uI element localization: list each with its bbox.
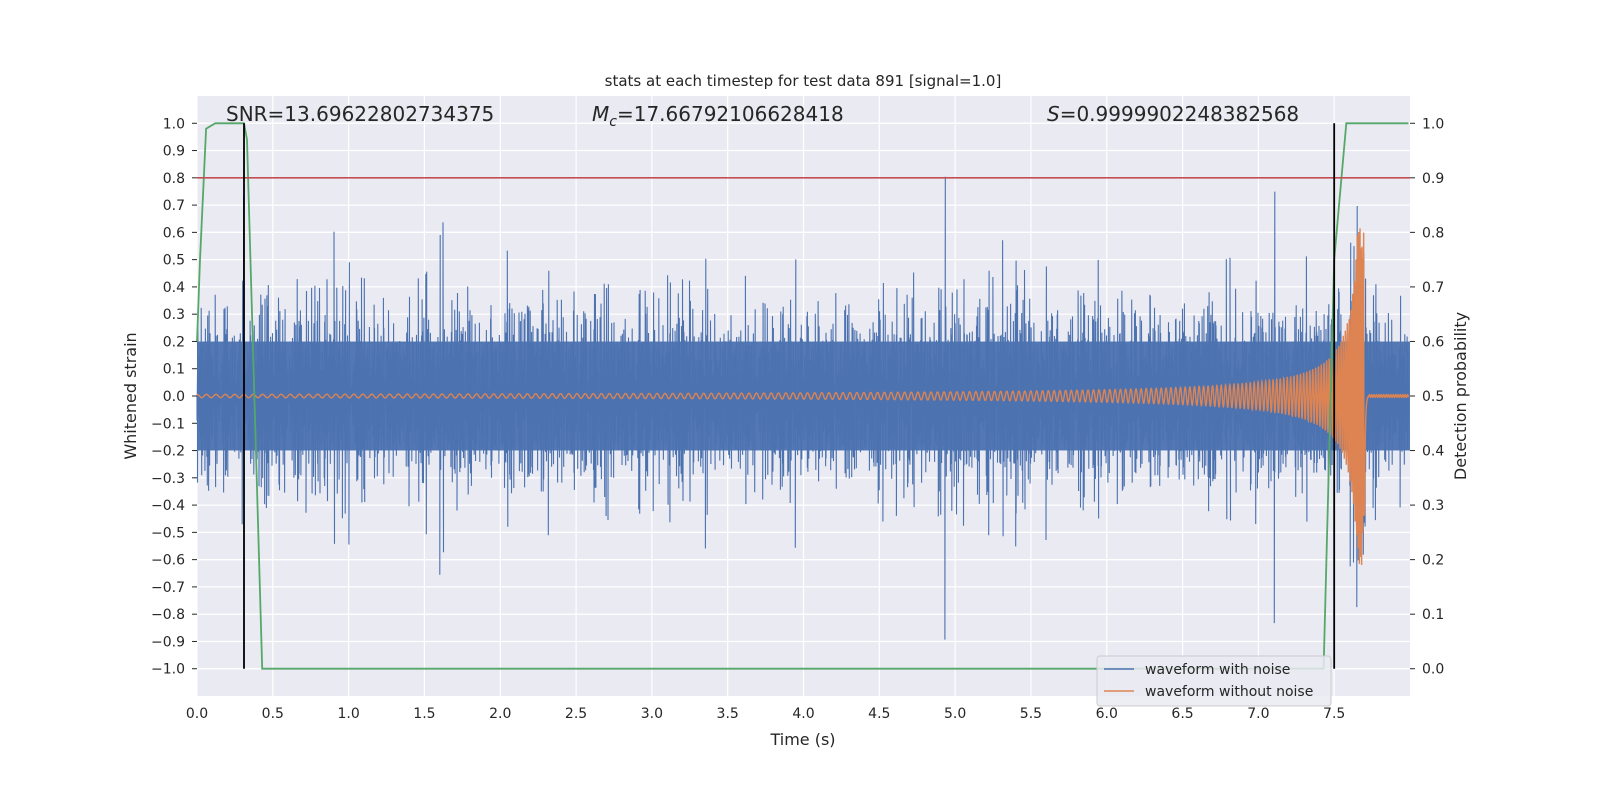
x-tick-label: 2.0	[489, 706, 511, 722]
legend-label-noise: waveform with noise	[1145, 662, 1290, 678]
y2-tick-label: 0.0	[1422, 662, 1444, 678]
y2-tick-label: 0.5	[1422, 389, 1444, 405]
x-tick-label: 1.5	[413, 706, 435, 722]
chirp-mass-subscript: c	[609, 114, 617, 130]
x-tick-label: 6.0	[1096, 706, 1118, 722]
chirp-mass-value: =17.66792106628418	[617, 102, 844, 126]
overlay-lines	[197, 123, 1410, 669]
y-tick-label: −0.7	[151, 580, 185, 596]
y-tick-label: −0.1	[151, 416, 185, 432]
series-waveform-with-noise	[196, 176, 1410, 640]
y2-tick-label: 0.2	[1422, 553, 1444, 569]
y2-tick-label: 0.8	[1422, 225, 1444, 241]
y-tick-label: 0.6	[163, 225, 185, 241]
x-tick-label: 1.0	[337, 706, 359, 722]
chirp-mass-annotation: Mc=17.66792106628418	[592, 102, 844, 130]
y2-tick-label: 0.9	[1422, 171, 1444, 187]
y-tick-label: 0.3	[163, 307, 185, 323]
noise-line	[196, 176, 1410, 640]
y-tick-label: 0.7	[163, 198, 185, 214]
chirp-mass-symbol: M	[592, 102, 609, 126]
y-tick-label: −0.4	[151, 498, 185, 514]
y-tick-label: 0.5	[163, 253, 185, 269]
y2-tick-label: 0.3	[1422, 498, 1444, 514]
score-annotation: S=0.9999902248382568	[1047, 102, 1299, 126]
legend: waveform with noise waveform without noi…	[1096, 655, 1332, 707]
y-tick-label: −0.6	[151, 553, 185, 569]
x-tick-label: 3.5	[717, 706, 739, 722]
y2-tick-label: 0.6	[1422, 334, 1444, 350]
x-tick-label: 4.0	[792, 706, 814, 722]
axis-ticks: 0.0 0.5 1.0 1.5 2.0 2.5 3.0 3.5 4.0 4.5 5.0 5.5 6.0 6…	[151, 116, 1444, 722]
y-tick-label: −0.8	[151, 607, 185, 623]
series-waveform-without-noise	[196, 228, 1410, 565]
y-tick-label: −0.2	[151, 444, 185, 460]
x-tick-label: 0.5	[262, 706, 284, 722]
y-tick-label: 0.8	[163, 171, 185, 187]
clean-waveform-line	[196, 228, 1410, 565]
y-tick-label: 1.0	[163, 116, 185, 132]
y-axis-label: Whitened strain	[121, 332, 140, 459]
series-detection-probability	[196, 122, 1409, 670]
y-tick-label: 0.0	[163, 389, 185, 405]
chart-title: stats at each timestep for test data 891…	[605, 72, 1002, 90]
y-tick-label: 0.9	[163, 144, 185, 160]
y-tick-label: −0.9	[151, 634, 185, 650]
y2-tick-label: 1.0	[1422, 116, 1444, 132]
x-tick-label: 2.5	[565, 706, 587, 722]
x-tick-label: 5.0	[944, 706, 966, 722]
y-tick-label: 0.1	[163, 362, 185, 378]
x-axis-label: Time (s)	[769, 730, 835, 749]
x-tick-label: 7.0	[1247, 706, 1269, 722]
x-tick-label: 5.5	[1020, 706, 1042, 722]
y-tick-label: −1.0	[151, 662, 185, 678]
x-tick-label: 7.5	[1323, 706, 1345, 722]
x-tick-label: 6.5	[1171, 706, 1193, 722]
y2-tick-label: 0.7	[1422, 280, 1444, 296]
y-tick-label: −0.3	[151, 471, 185, 487]
probability-line	[196, 122, 1409, 670]
snr-annotation: SNR=13.69622802734375	[226, 102, 494, 126]
score-symbol: S	[1047, 102, 1060, 126]
y2-axis-label: Detection probability	[1451, 312, 1470, 480]
y2-tick-label: 0.1	[1422, 607, 1444, 623]
x-tick-label: 0.0	[186, 706, 208, 722]
legend-label-clean: waveform without noise	[1145, 684, 1313, 700]
y-tick-label: 0.2	[163, 334, 185, 350]
y-tick-label: −0.5	[151, 525, 185, 541]
y2-tick-label: 0.4	[1422, 444, 1444, 460]
y-tick-label: 0.4	[163, 280, 185, 296]
x-tick-label: 3.0	[641, 706, 663, 722]
score-value: =0.9999902248382568	[1060, 102, 1299, 126]
x-tick-label: 4.5	[868, 706, 890, 722]
legend-box	[1096, 655, 1332, 707]
